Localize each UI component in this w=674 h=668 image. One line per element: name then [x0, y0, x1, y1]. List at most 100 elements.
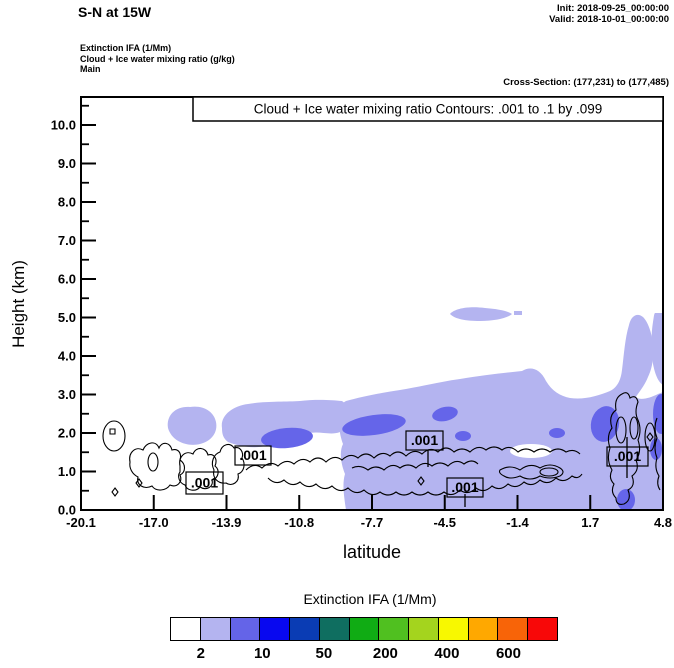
contour-label-box [606, 446, 649, 467]
contour-line [646, 432, 654, 442]
colorbar [170, 617, 558, 641]
cross-section-info: Cross-Section: (177,231) to (177,485) [503, 77, 669, 88]
y-tick-label: 5.0 [58, 310, 76, 325]
contour-label: .001 [411, 432, 438, 448]
contour-label: .001 [239, 447, 266, 463]
contour-line [267, 473, 583, 496]
cloud-shading-light [514, 311, 522, 315]
plot-area: .001 .001 .001 .001 .001 [102, 307, 663, 510]
x-tick-label: -7.7 [361, 515, 383, 530]
cloud-shading-medium [650, 438, 662, 460]
y-tick-label: 7.0 [58, 233, 76, 248]
cloud-shading-light [450, 307, 512, 321]
contour-line [351, 460, 479, 471]
page-title: S-N at 15W [78, 4, 152, 20]
contour-line [417, 476, 425, 486]
x-tick-label: -10.8 [284, 515, 314, 530]
contour-line [111, 487, 119, 497]
y-axis-title: Height (km) [9, 260, 28, 348]
contour-label: .001 [451, 479, 478, 495]
cloud-shading-medium [261, 427, 313, 449]
x-axis-title: latitude [343, 542, 401, 562]
contour-line [629, 416, 639, 440]
field-legend-line-2: Cloud + Ice water mixing ratio (g/kg) [80, 53, 235, 64]
colorbar-cell [289, 617, 320, 641]
contour-line [147, 452, 159, 472]
cloud-shading-medium [342, 414, 406, 436]
y-tick-label: 3.0 [58, 387, 76, 402]
valid-timestamp: Valid: 2018-10-01_00:00:00 [549, 14, 669, 25]
cloud-shading-light [167, 406, 217, 445]
colorbar-label: 400 [434, 645, 460, 662]
contour-line [135, 478, 143, 488]
colorbar-cell [318, 617, 350, 641]
cloud-shading-medium [455, 431, 471, 441]
contour-line [129, 442, 186, 491]
contour-label-box [185, 471, 224, 495]
cloud-shading-medium [617, 489, 635, 510]
y-tick-label: 4.0 [58, 348, 76, 363]
x-tick-label: -20.1 [66, 515, 96, 530]
contour-line [178, 447, 219, 491]
contour-line [211, 443, 245, 485]
shading-hole [510, 444, 552, 458]
contour-line [245, 446, 581, 471]
cloud-shading-medium [432, 406, 458, 422]
colorbar-label: 10 [253, 645, 271, 662]
colorbar-cell [199, 617, 231, 641]
field-legend: Extinction IFA (1/Mm) Cloud + Ice water … [80, 43, 235, 75]
colorbar-cell [437, 617, 469, 641]
contour-line [607, 392, 641, 505]
x-tick-label: -17.0 [139, 515, 169, 530]
colorbar-label: 200 [372, 645, 398, 662]
y-tick-label: 2.0 [58, 425, 76, 440]
colorbar-cell [527, 617, 558, 641]
y-tick-label: 6.0 [58, 271, 76, 286]
contour-label: .001 [191, 475, 218, 491]
colorbar-cell [259, 617, 291, 641]
cloud-shading-light [651, 313, 663, 385]
x-tick-label: 4.8 [654, 515, 672, 530]
colorbar-cell [378, 617, 410, 641]
colorbar-label: 600 [495, 645, 521, 662]
colorbar-cell [229, 617, 261, 641]
plot-title: Cloud + Ice water mixing ratio Contours:… [254, 102, 603, 117]
contour-label-box [446, 477, 484, 498]
cloud-shading-medium [549, 428, 565, 438]
cloud-shading-light [339, 314, 663, 510]
colorbar-label: 50 [315, 645, 333, 662]
y-tick-label: 0.0 [58, 502, 76, 517]
colorbar-cell [408, 617, 439, 641]
y-tick-label: 1.0 [58, 464, 76, 479]
field-legend-line-3: Main [80, 64, 101, 74]
contour-line [102, 420, 126, 452]
plot-title-box [192, 96, 664, 122]
contour-line [644, 422, 656, 452]
x-tick-label: -4.5 [434, 515, 456, 530]
contour-line [539, 467, 559, 477]
colorbar-label: 2 [196, 645, 205, 662]
contour-line [498, 464, 564, 480]
colorbar-title: Extinction IFA (1/Mm) [303, 591, 437, 607]
y-tick-label: 9.0 [58, 156, 76, 171]
x-tick-label: -1.4 [506, 515, 529, 530]
contour-line [109, 428, 116, 435]
x-tick-label: -13.9 [212, 515, 242, 530]
colorbar-cell [348, 617, 380, 641]
contour-line [615, 416, 627, 444]
init-timestamp: Init: 2018-09-25_00:00:00 [557, 3, 669, 14]
contour-label-box [234, 445, 272, 466]
colorbar-cell [170, 617, 201, 641]
y-tick-label: 10.0 [51, 117, 76, 132]
contour-line [654, 417, 661, 491]
contour-label: .001 [614, 448, 641, 464]
colorbar-cell [467, 617, 499, 641]
x-tick-label: 1.7 [581, 515, 599, 530]
contour-label-box [405, 430, 444, 451]
colorbar-cell [497, 617, 529, 641]
field-legend-line-1: Extinction IFA (1/Mm) [80, 43, 172, 53]
cloud-shading-light [221, 399, 347, 448]
y-tick-label: 8.0 [58, 194, 76, 209]
